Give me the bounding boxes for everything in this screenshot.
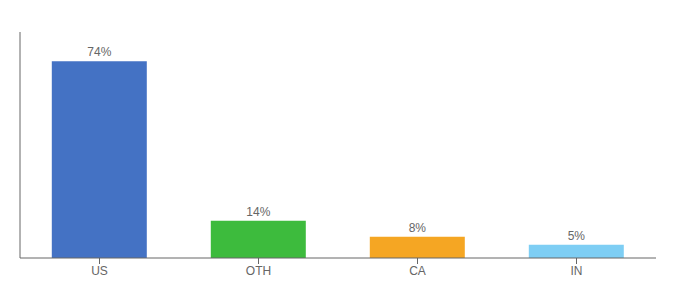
svg-text:14%: 14%: [246, 205, 270, 219]
svg-text:US: US: [91, 264, 108, 278]
svg-text:8%: 8%: [409, 221, 427, 235]
svg-text:IN: IN: [571, 264, 583, 278]
svg-text:OTH: OTH: [246, 264, 271, 278]
svg-text:5%: 5%: [568, 229, 586, 243]
svg-text:74%: 74%: [87, 45, 111, 59]
svg-text:CA: CA: [409, 264, 426, 278]
